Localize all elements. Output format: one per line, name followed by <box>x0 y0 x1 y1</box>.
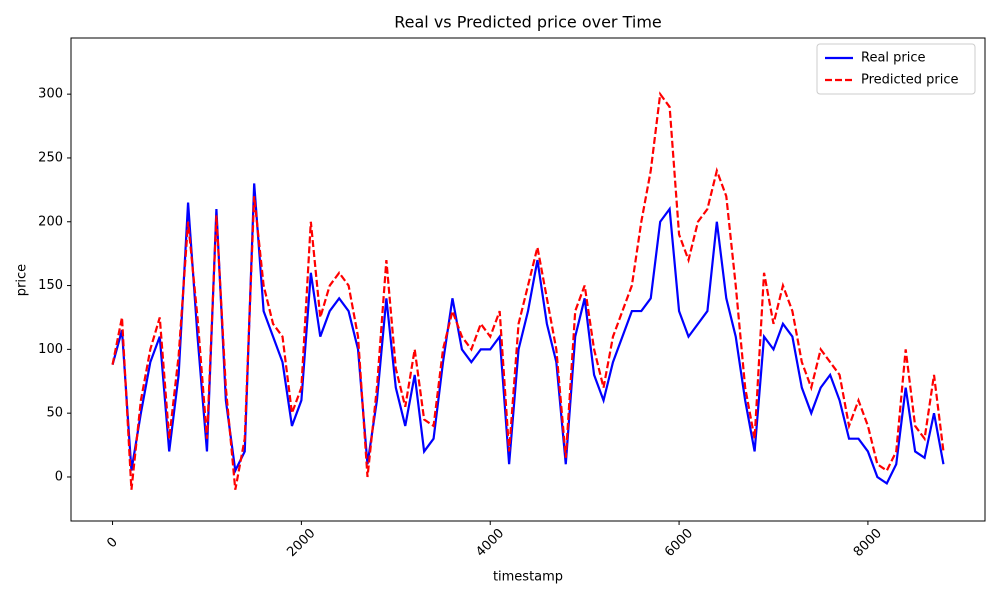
x-tick-label: 4000 <box>473 526 507 560</box>
legend-label: Real price <box>861 51 926 66</box>
x-tick-label: 2000 <box>284 526 318 560</box>
x-tick-label: 8000 <box>851 526 885 560</box>
x-axis-label: timestamp <box>493 570 563 585</box>
data-line <box>111 183 945 485</box>
y-tick-label: 100 <box>38 342 63 357</box>
legend-label: Predicted price <box>861 73 959 88</box>
y-tick-label: 200 <box>38 214 63 229</box>
y-tick-label: 0 <box>55 469 63 484</box>
plot-frame <box>70 37 986 522</box>
chart-title: Real vs Predicted price over Time <box>394 13 662 32</box>
x-tick-label: 6000 <box>662 526 696 560</box>
x-tick-label: 0 <box>104 535 120 551</box>
y-tick-label: 300 <box>38 87 63 102</box>
y-tick-label: 150 <box>38 278 63 293</box>
y-tick-label: 50 <box>46 406 63 421</box>
data-line <box>111 91 945 490</box>
y-tick-label: 250 <box>38 150 63 165</box>
y-axis-label: price <box>15 264 30 296</box>
legend-box <box>816 43 976 95</box>
